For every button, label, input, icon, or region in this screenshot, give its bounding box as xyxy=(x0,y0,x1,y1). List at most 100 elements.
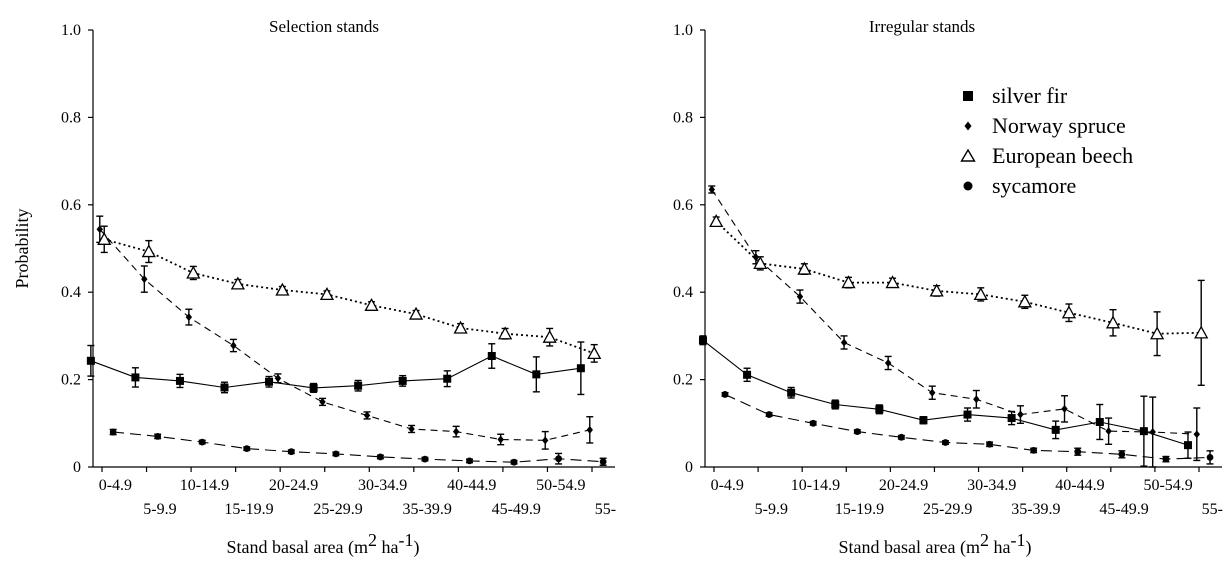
data-point xyxy=(175,376,184,385)
y-tick-label: 0.6 xyxy=(673,197,693,214)
series-silver-fir xyxy=(698,335,1192,467)
y-axis-title: Probability xyxy=(12,209,32,289)
data-point xyxy=(897,433,905,441)
data-point xyxy=(1149,428,1156,437)
x-axis-title-superscript: 2 xyxy=(368,530,377,550)
data-point xyxy=(141,275,148,284)
x-tick-label: 20-24.9 xyxy=(879,477,928,494)
x-tick-label: 20-24.9 xyxy=(269,477,318,494)
data-point xyxy=(1118,450,1126,458)
data-point xyxy=(309,383,318,392)
data-point xyxy=(274,374,282,383)
data-point xyxy=(141,244,156,258)
series-european-beech xyxy=(709,214,1209,386)
data-point xyxy=(576,364,585,373)
data-point xyxy=(265,377,274,386)
data-point xyxy=(497,435,504,444)
data-point xyxy=(287,448,295,456)
data-point xyxy=(708,185,715,194)
data-point xyxy=(1017,294,1032,308)
x-tick-label: 0-4.9 xyxy=(711,477,744,494)
x-tick-label: 55- xyxy=(595,501,616,518)
data-point xyxy=(275,282,290,296)
data-point xyxy=(230,276,245,290)
data-point xyxy=(831,400,840,409)
data-point xyxy=(364,297,379,311)
data-point xyxy=(1193,430,1200,439)
data-point xyxy=(973,395,980,404)
y-tick-label: 0 xyxy=(73,459,81,476)
data-point xyxy=(319,287,335,301)
data-point xyxy=(498,326,513,340)
data-point xyxy=(1095,417,1104,426)
panel-title: Selection stands xyxy=(269,17,379,36)
data-point xyxy=(1162,455,1170,463)
data-point xyxy=(809,419,817,427)
x-axis-title: Stand basal area (m2 ha-1) xyxy=(227,530,420,558)
data-point xyxy=(532,370,541,379)
data-point xyxy=(1061,404,1068,413)
data-point xyxy=(230,341,237,350)
y-tick-label: 0.4 xyxy=(61,284,81,301)
data-point xyxy=(721,391,729,398)
x-tick-label: 50-54.9 xyxy=(536,477,585,494)
x-tick-label: 35-39.9 xyxy=(1011,501,1060,518)
data-point xyxy=(421,455,429,463)
series-line xyxy=(103,238,595,355)
data-point xyxy=(96,225,103,234)
data-point xyxy=(929,388,936,397)
legend-label: sycamore xyxy=(992,173,1076,198)
data-point xyxy=(186,265,201,279)
data-point xyxy=(787,388,796,397)
data-point xyxy=(109,428,117,436)
y-tick-label: 0 xyxy=(685,459,693,476)
data-point xyxy=(452,427,460,436)
series-line xyxy=(99,228,590,441)
data-point xyxy=(587,346,602,360)
y-tick-label: 0.8 xyxy=(673,109,693,126)
data-point xyxy=(796,292,804,301)
x-tick-label: 10-14.9 xyxy=(180,477,229,494)
x-axis-title-part: ha xyxy=(377,537,399,557)
series-line xyxy=(715,220,1202,335)
data-point xyxy=(709,214,724,228)
y-tick-label: 1.0 xyxy=(61,22,81,39)
y-tick-label: 0.6 xyxy=(61,197,81,214)
x-tick-label: 5-9.9 xyxy=(755,501,788,518)
series-sycamore xyxy=(721,391,1214,465)
data-point xyxy=(840,338,848,347)
data-point xyxy=(1030,446,1038,454)
data-point xyxy=(319,397,326,406)
x-axis-title: Stand basal area (m2 ha-1) xyxy=(839,530,1032,558)
panel-selection-stands: 0 0.2 0.4 0.6 0.8 1.0 0-4.9 5-9.910-14.9 15-19.9… xyxy=(12,17,616,558)
data-point xyxy=(1051,425,1060,434)
data-point xyxy=(332,450,340,458)
series-line xyxy=(702,339,1189,446)
data-point xyxy=(973,287,988,301)
legend: silver fir Norway spruce European beech syc… xyxy=(960,83,1133,198)
data-point xyxy=(466,457,473,465)
data-point xyxy=(408,424,415,433)
y-tick-label: 0.8 xyxy=(61,109,81,126)
x-axis-title-part: ha xyxy=(989,537,1011,557)
x-tick-label: 55- xyxy=(1202,501,1223,518)
data-point xyxy=(753,256,768,270)
data-point xyxy=(542,329,557,343)
data-point xyxy=(555,455,562,463)
data-point xyxy=(919,416,928,425)
series-line xyxy=(724,393,1211,460)
data-point xyxy=(599,458,607,466)
data-point xyxy=(1150,326,1165,340)
legend-marker xyxy=(960,148,976,162)
data-point xyxy=(797,261,812,275)
x-tick-label: 30-34.9 xyxy=(967,477,1016,494)
data-point xyxy=(131,373,140,382)
data-point xyxy=(1139,427,1148,436)
data-point xyxy=(220,383,229,392)
x-tick-label: 0-4.9 xyxy=(99,477,132,494)
data-point xyxy=(443,374,452,383)
data-point xyxy=(765,411,773,418)
data-point xyxy=(408,306,424,320)
